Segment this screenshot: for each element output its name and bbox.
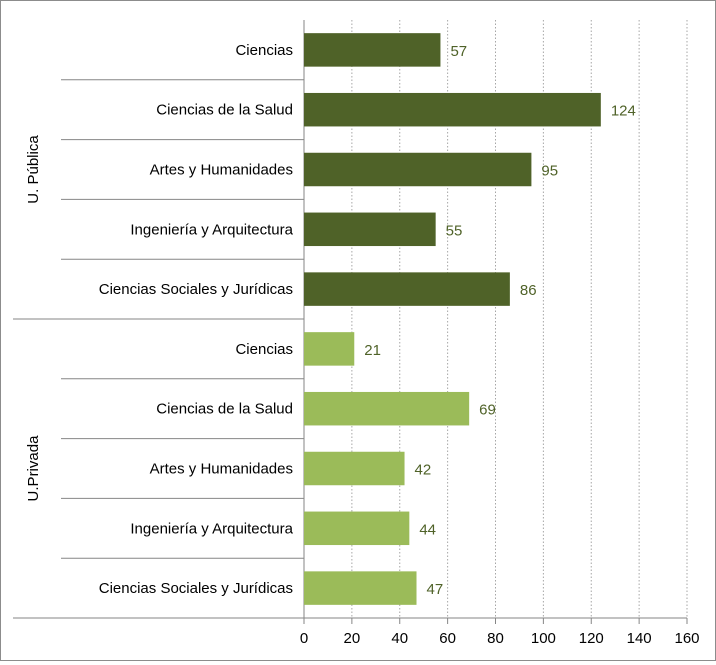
bar — [304, 212, 436, 247]
category-label: Artes y Humanidades — [150, 162, 293, 179]
category-label: Ciencias Sociales y Jurídicas — [99, 580, 293, 597]
data-label: 69 — [479, 402, 496, 419]
bar — [304, 272, 510, 306]
data-label: 57 — [450, 43, 467, 60]
bar — [304, 92, 601, 127]
category-label: Ciencias Sociales y Jurídicas — [99, 281, 293, 298]
category-label: Ingeniería y Arquitectura — [130, 520, 293, 537]
category-label: Ciencias de la Salud — [156, 401, 293, 418]
data-label: 42 — [415, 462, 432, 479]
x-tick-label: 100 — [531, 630, 556, 647]
category-label: Ciencias — [235, 341, 293, 358]
bar — [304, 332, 355, 366]
bar — [304, 33, 441, 67]
category-label: Ciencias de la Salud — [156, 102, 293, 119]
data-label: 86 — [520, 282, 537, 299]
x-tick-label: 40 — [391, 630, 408, 647]
x-tick-label: 140 — [627, 630, 652, 647]
category-label: Ingeniería y Arquitectura — [130, 221, 293, 238]
x-tick-label: 80 — [487, 630, 504, 647]
bar — [304, 511, 410, 546]
x-tick-label: 120 — [579, 630, 604, 647]
category-label: Ciencias — [235, 42, 293, 59]
data-label: 124 — [611, 103, 636, 120]
data-label: 47 — [427, 581, 444, 598]
x-tick-label: 60 — [439, 630, 456, 647]
bar — [304, 391, 470, 426]
bar — [304, 451, 405, 486]
data-label: 55 — [446, 222, 463, 239]
data-label: 44 — [419, 521, 436, 538]
data-label: 95 — [541, 163, 558, 180]
x-tick-label: 160 — [674, 630, 699, 647]
bar — [304, 152, 532, 187]
x-tick-label: 20 — [344, 630, 361, 647]
group-label: U. Pública — [25, 135, 42, 204]
group-label: U.Privada — [25, 435, 42, 502]
bar — [304, 571, 417, 605]
data-label: 21 — [364, 342, 381, 359]
category-label: Artes y Humanidades — [150, 461, 293, 478]
x-tick-label: 0 — [300, 630, 308, 647]
